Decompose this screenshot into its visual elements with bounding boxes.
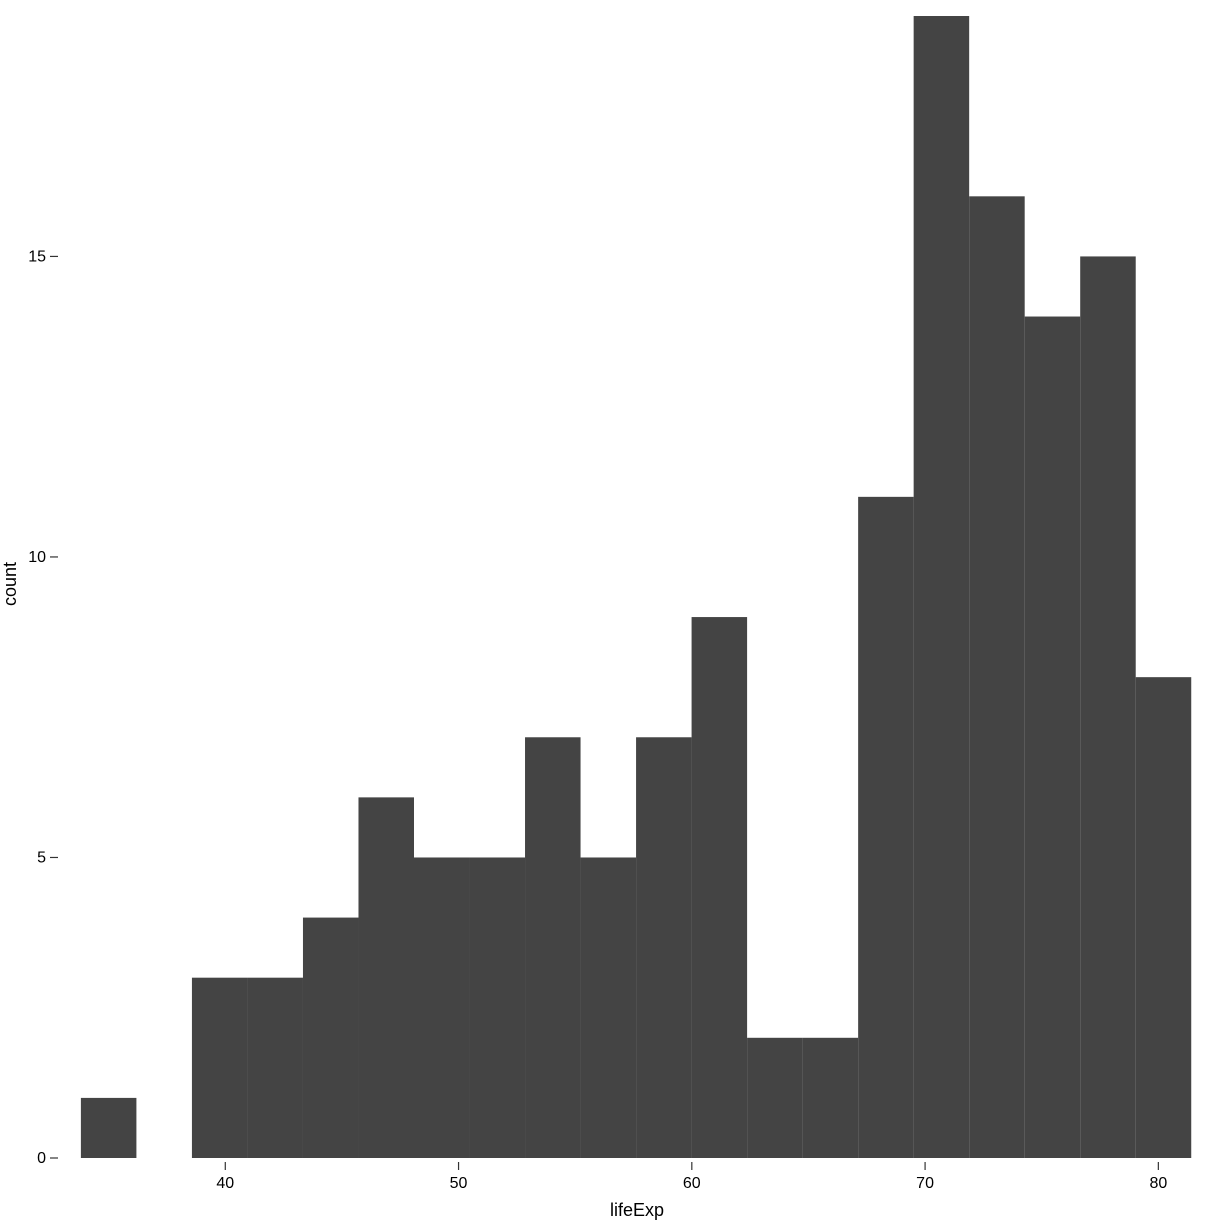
histogram-bar (803, 1038, 859, 1158)
x-tick-label: 60 (683, 1175, 701, 1192)
x-tick-label: 70 (916, 1175, 934, 1192)
histogram-bar (81, 1098, 137, 1158)
chart-svg: 40 50 60 70 80 0 5 10 15 lifeExp count (0, 0, 1224, 1224)
histogram-bar (1025, 317, 1081, 1158)
histogram-bar (581, 857, 637, 1158)
x-tick-label: 50 (450, 1175, 468, 1192)
y-tick-label: 15 (28, 248, 46, 265)
y-tick-label: 0 (37, 1150, 46, 1167)
histogram-bar (358, 797, 414, 1158)
histogram-bar (470, 857, 526, 1158)
x-tick-label: 80 (1149, 1175, 1167, 1192)
histogram-bar (303, 918, 359, 1158)
histogram-bar (192, 978, 248, 1158)
histogram-bar (1136, 677, 1192, 1158)
y-tick-label: 5 (37, 849, 46, 866)
histogram-bar (747, 1038, 803, 1158)
histogram-bar (858, 497, 914, 1158)
y-tick-label: 10 (28, 549, 46, 566)
histogram-chart: 40 50 60 70 80 0 5 10 15 lifeExp count (0, 0, 1224, 1224)
histogram-bar (969, 196, 1025, 1158)
histogram-bar (692, 617, 748, 1158)
histogram-bar (636, 737, 692, 1158)
histogram-bar (1080, 256, 1136, 1158)
histogram-bar (525, 737, 581, 1158)
y-axis-label: count (0, 562, 20, 606)
x-axis-label: lifeExp (610, 1200, 664, 1220)
histogram-bar (414, 857, 470, 1158)
histogram-bar (247, 978, 303, 1158)
x-tick-label: 40 (216, 1175, 234, 1192)
histogram-bar (914, 16, 970, 1158)
